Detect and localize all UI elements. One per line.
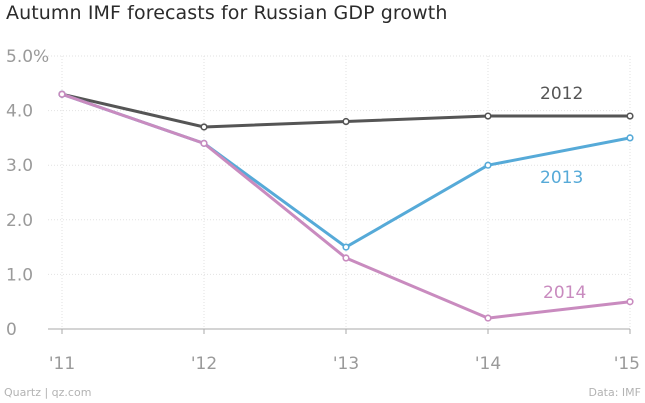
x-tick-label: '14: [475, 354, 501, 374]
y-tick-label: 5.0%: [6, 47, 49, 67]
axis-ticks: 0 1.0 2.0 3.0 4.0 5.0% '11 '12 '13 '14 '15: [6, 47, 640, 374]
series-label-2014: 2014: [543, 283, 586, 303]
data-point-2014: [200, 139, 208, 147]
data-point-2014: [484, 314, 492, 322]
data-point-2014: [626, 298, 634, 306]
y-tick-label: 2.0: [6, 211, 33, 231]
data-point-2012: [626, 112, 634, 120]
data-point-2014: [58, 90, 66, 98]
y-tick-label: 3.0: [6, 156, 33, 176]
x-tick-label: '12: [191, 354, 217, 374]
series-label-2012: 2012: [540, 84, 583, 104]
series-label-2013: 2013: [540, 168, 583, 188]
series-lines: [58, 90, 634, 322]
chart-title: Autumn IMF forecasts for Russian GDP gro…: [6, 2, 448, 24]
y-tick-label: 1.0: [6, 265, 33, 285]
data-source: Data: IMF: [588, 386, 641, 399]
data-point-2013: [342, 243, 350, 251]
y-tick-label: 0: [6, 320, 17, 340]
x-tick-label: '11: [49, 354, 75, 374]
source-credit: Quartz | qz.com: [4, 386, 92, 399]
series-labels: 2012 2013 2014: [540, 84, 586, 303]
x-tick-label: '13: [333, 354, 359, 374]
y-tick-label: 4.0: [6, 102, 33, 122]
data-point-2013: [626, 134, 634, 142]
data-point-2012: [342, 117, 350, 126]
data-point-2012: [484, 112, 492, 120]
data-point-2013: [484, 161, 492, 169]
x-tick-label: '15: [614, 354, 640, 374]
data-point-2014: [342, 254, 350, 262]
data-point-2012: [200, 123, 208, 131]
grid-lines: [48, 55, 631, 330]
